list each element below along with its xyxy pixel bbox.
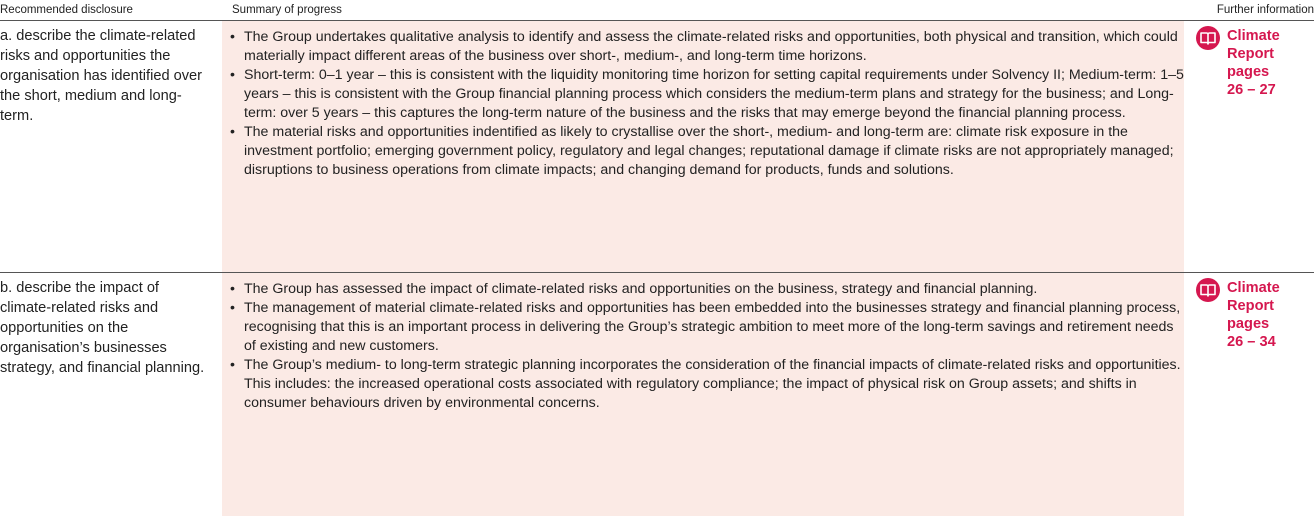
table-row: a. describe the climate-related risks an… (0, 21, 1314, 273)
header-cell: Recommended disclosure (0, 4, 133, 16)
bullet-item: The management of material climate-relat… (230, 299, 1184, 356)
disclosure-cell: b. describe the impact of climate-relate… (0, 280, 205, 376)
summary-cell: The Group has assessed the impact of cli… (222, 273, 1184, 516)
bullet-item: The material risks and opportunities ind… (230, 123, 1184, 180)
bullet-list: The Group has assessed the impact of cli… (222, 273, 1184, 413)
header-cell: Further information (1216, 4, 1314, 16)
summary-cell: The Group undertakes qualitative analysi… (222, 21, 1184, 272)
bullet-item: The Group undertakes qualitative analysi… (230, 28, 1184, 66)
book-icon (1196, 278, 1220, 307)
table-header: Recommended disclosure Summary of progre… (0, 0, 1314, 21)
bullet-item: Short-term: 0–1 year – this is consisten… (230, 66, 1184, 123)
bullet-list: The Group undertakes qualitative analysi… (222, 21, 1184, 180)
bullet-item: The Group’s medium- to long-term strateg… (230, 356, 1184, 413)
book-icon (1196, 26, 1220, 55)
report-link: Climate Report pages 26 – 34 (1227, 280, 1280, 350)
report-link: Climate Report pages 26 – 27 (1227, 28, 1280, 98)
bullet-item: The Group has assessed the impact of cli… (230, 280, 1184, 299)
table-row: b. describe the impact of climate-relate… (0, 273, 1314, 516)
header-cell: Summary of progress (232, 4, 342, 16)
disclosure-cell: a. describe the climate-related risks an… (0, 28, 203, 124)
